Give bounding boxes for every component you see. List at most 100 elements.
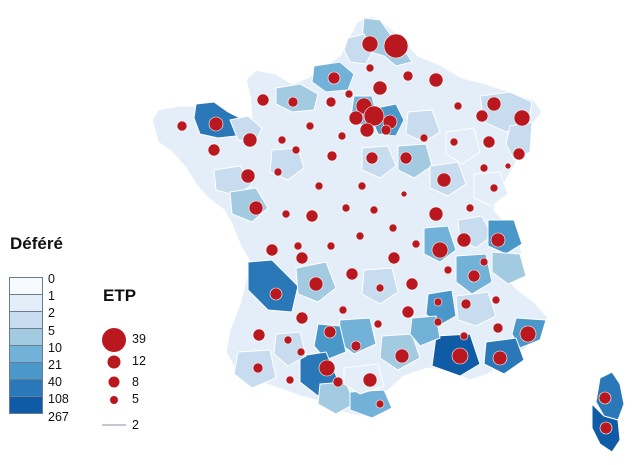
etp-legend-circles xyxy=(102,328,126,426)
legend-fill-break: 40 xyxy=(48,375,62,390)
etp-circle xyxy=(240,168,256,184)
dept-savoie xyxy=(491,251,527,285)
etp-circle xyxy=(402,70,414,82)
etp-circle xyxy=(436,172,452,188)
etp-circle xyxy=(451,347,469,365)
etp-circle xyxy=(369,205,379,215)
etp-circle xyxy=(332,376,344,388)
etp-circles xyxy=(176,33,613,435)
etp-circle xyxy=(489,183,499,193)
corsica-island xyxy=(591,371,625,453)
etp-circle xyxy=(431,241,449,259)
etp-circle xyxy=(207,143,221,157)
legend-fill-swatch xyxy=(9,328,43,346)
etp-circle xyxy=(411,239,421,249)
dept-gironde xyxy=(247,259,299,313)
etp-circle xyxy=(443,265,453,275)
etp-circle xyxy=(492,350,508,366)
etp-circle xyxy=(372,80,388,96)
etp-circle xyxy=(326,150,338,162)
etp-circle xyxy=(512,147,526,161)
etp-circle xyxy=(348,110,364,126)
etp-circle xyxy=(295,311,309,325)
etp-circle xyxy=(344,89,354,99)
legend-fill-break: 2 xyxy=(48,306,55,321)
etp-circle xyxy=(252,362,264,374)
etp-circle xyxy=(296,347,306,357)
legend-size-circle xyxy=(102,328,126,352)
dept-tarn xyxy=(313,323,347,361)
etp-circle xyxy=(419,133,429,143)
etp-circle xyxy=(308,276,324,292)
etp-circle xyxy=(256,93,270,107)
etp-circle xyxy=(327,71,341,85)
etp-circle xyxy=(287,96,299,108)
etp-circle xyxy=(433,317,443,327)
legend-fill-swatches xyxy=(9,277,43,414)
etp-circle xyxy=(269,287,283,301)
legend-size-value: 8 xyxy=(132,375,139,389)
etp-circle xyxy=(305,121,315,131)
etp-circle xyxy=(479,257,489,267)
dept-seine-maritime xyxy=(275,83,319,113)
legend-size-circle xyxy=(108,376,120,388)
etp-circle xyxy=(323,325,337,339)
etp-circle xyxy=(453,101,463,111)
etp-circle xyxy=(326,241,336,251)
etp-circle xyxy=(428,72,444,88)
etp-circle xyxy=(401,305,415,319)
legend-fill-swatch xyxy=(9,345,43,363)
etp-circle xyxy=(405,277,419,291)
legend-size-value: 12 xyxy=(132,354,146,368)
etp-circle xyxy=(338,305,348,315)
etp-circle xyxy=(459,331,469,341)
etp-circle xyxy=(428,206,444,222)
etp-circle xyxy=(513,109,531,127)
etp-circle xyxy=(341,203,351,213)
etp-circle xyxy=(375,283,385,293)
etp-circle xyxy=(208,116,224,132)
etp-circle xyxy=(388,223,398,233)
etp-circle xyxy=(363,105,385,127)
etp-circle xyxy=(373,319,383,329)
etp-circle xyxy=(314,181,324,191)
etp-circle xyxy=(394,348,410,364)
etp-circle xyxy=(433,297,443,307)
legend-fill-swatch xyxy=(9,396,43,414)
etp-circle xyxy=(519,325,537,343)
dept-marne xyxy=(405,109,441,143)
etp-circle xyxy=(362,372,378,388)
etp-circle xyxy=(365,151,379,165)
etp-circle xyxy=(283,335,293,345)
legend-size-value: 2 xyxy=(132,418,139,432)
legend-fill-swatch xyxy=(9,311,43,329)
etp-circle xyxy=(345,267,359,281)
legend-fill-swatch xyxy=(9,294,43,312)
legend-fill-labels: 0 1 2 5 10 21 40 108 267 xyxy=(48,271,69,426)
etp-circle xyxy=(475,109,489,123)
legend-fill-break: 108 xyxy=(48,392,69,407)
department-regions xyxy=(151,15,549,419)
etp-circle xyxy=(277,135,287,145)
etp-circle xyxy=(285,375,295,385)
legend-size-title: ETP xyxy=(103,286,137,305)
etp-circle xyxy=(504,162,512,170)
legend-fill-break: 0 xyxy=(48,272,55,286)
etp-circle xyxy=(486,96,502,112)
etp-circle xyxy=(400,190,408,198)
legend-size-value: 5 xyxy=(132,392,139,406)
dept-pyr-orientales xyxy=(349,389,393,419)
etp-circle xyxy=(281,209,291,219)
etp-circle xyxy=(337,131,347,141)
legend-fill-swatch xyxy=(9,379,43,397)
etp-circle xyxy=(399,151,413,165)
etp-circle xyxy=(176,120,188,132)
etp-circle xyxy=(357,181,367,191)
etp-circle xyxy=(387,251,401,265)
etp-circle xyxy=(456,232,472,248)
etp-circle xyxy=(492,322,504,334)
etp-circle xyxy=(265,243,279,257)
etp-circle xyxy=(490,232,506,248)
etp-circle xyxy=(465,203,475,213)
etp-circle xyxy=(365,63,375,73)
